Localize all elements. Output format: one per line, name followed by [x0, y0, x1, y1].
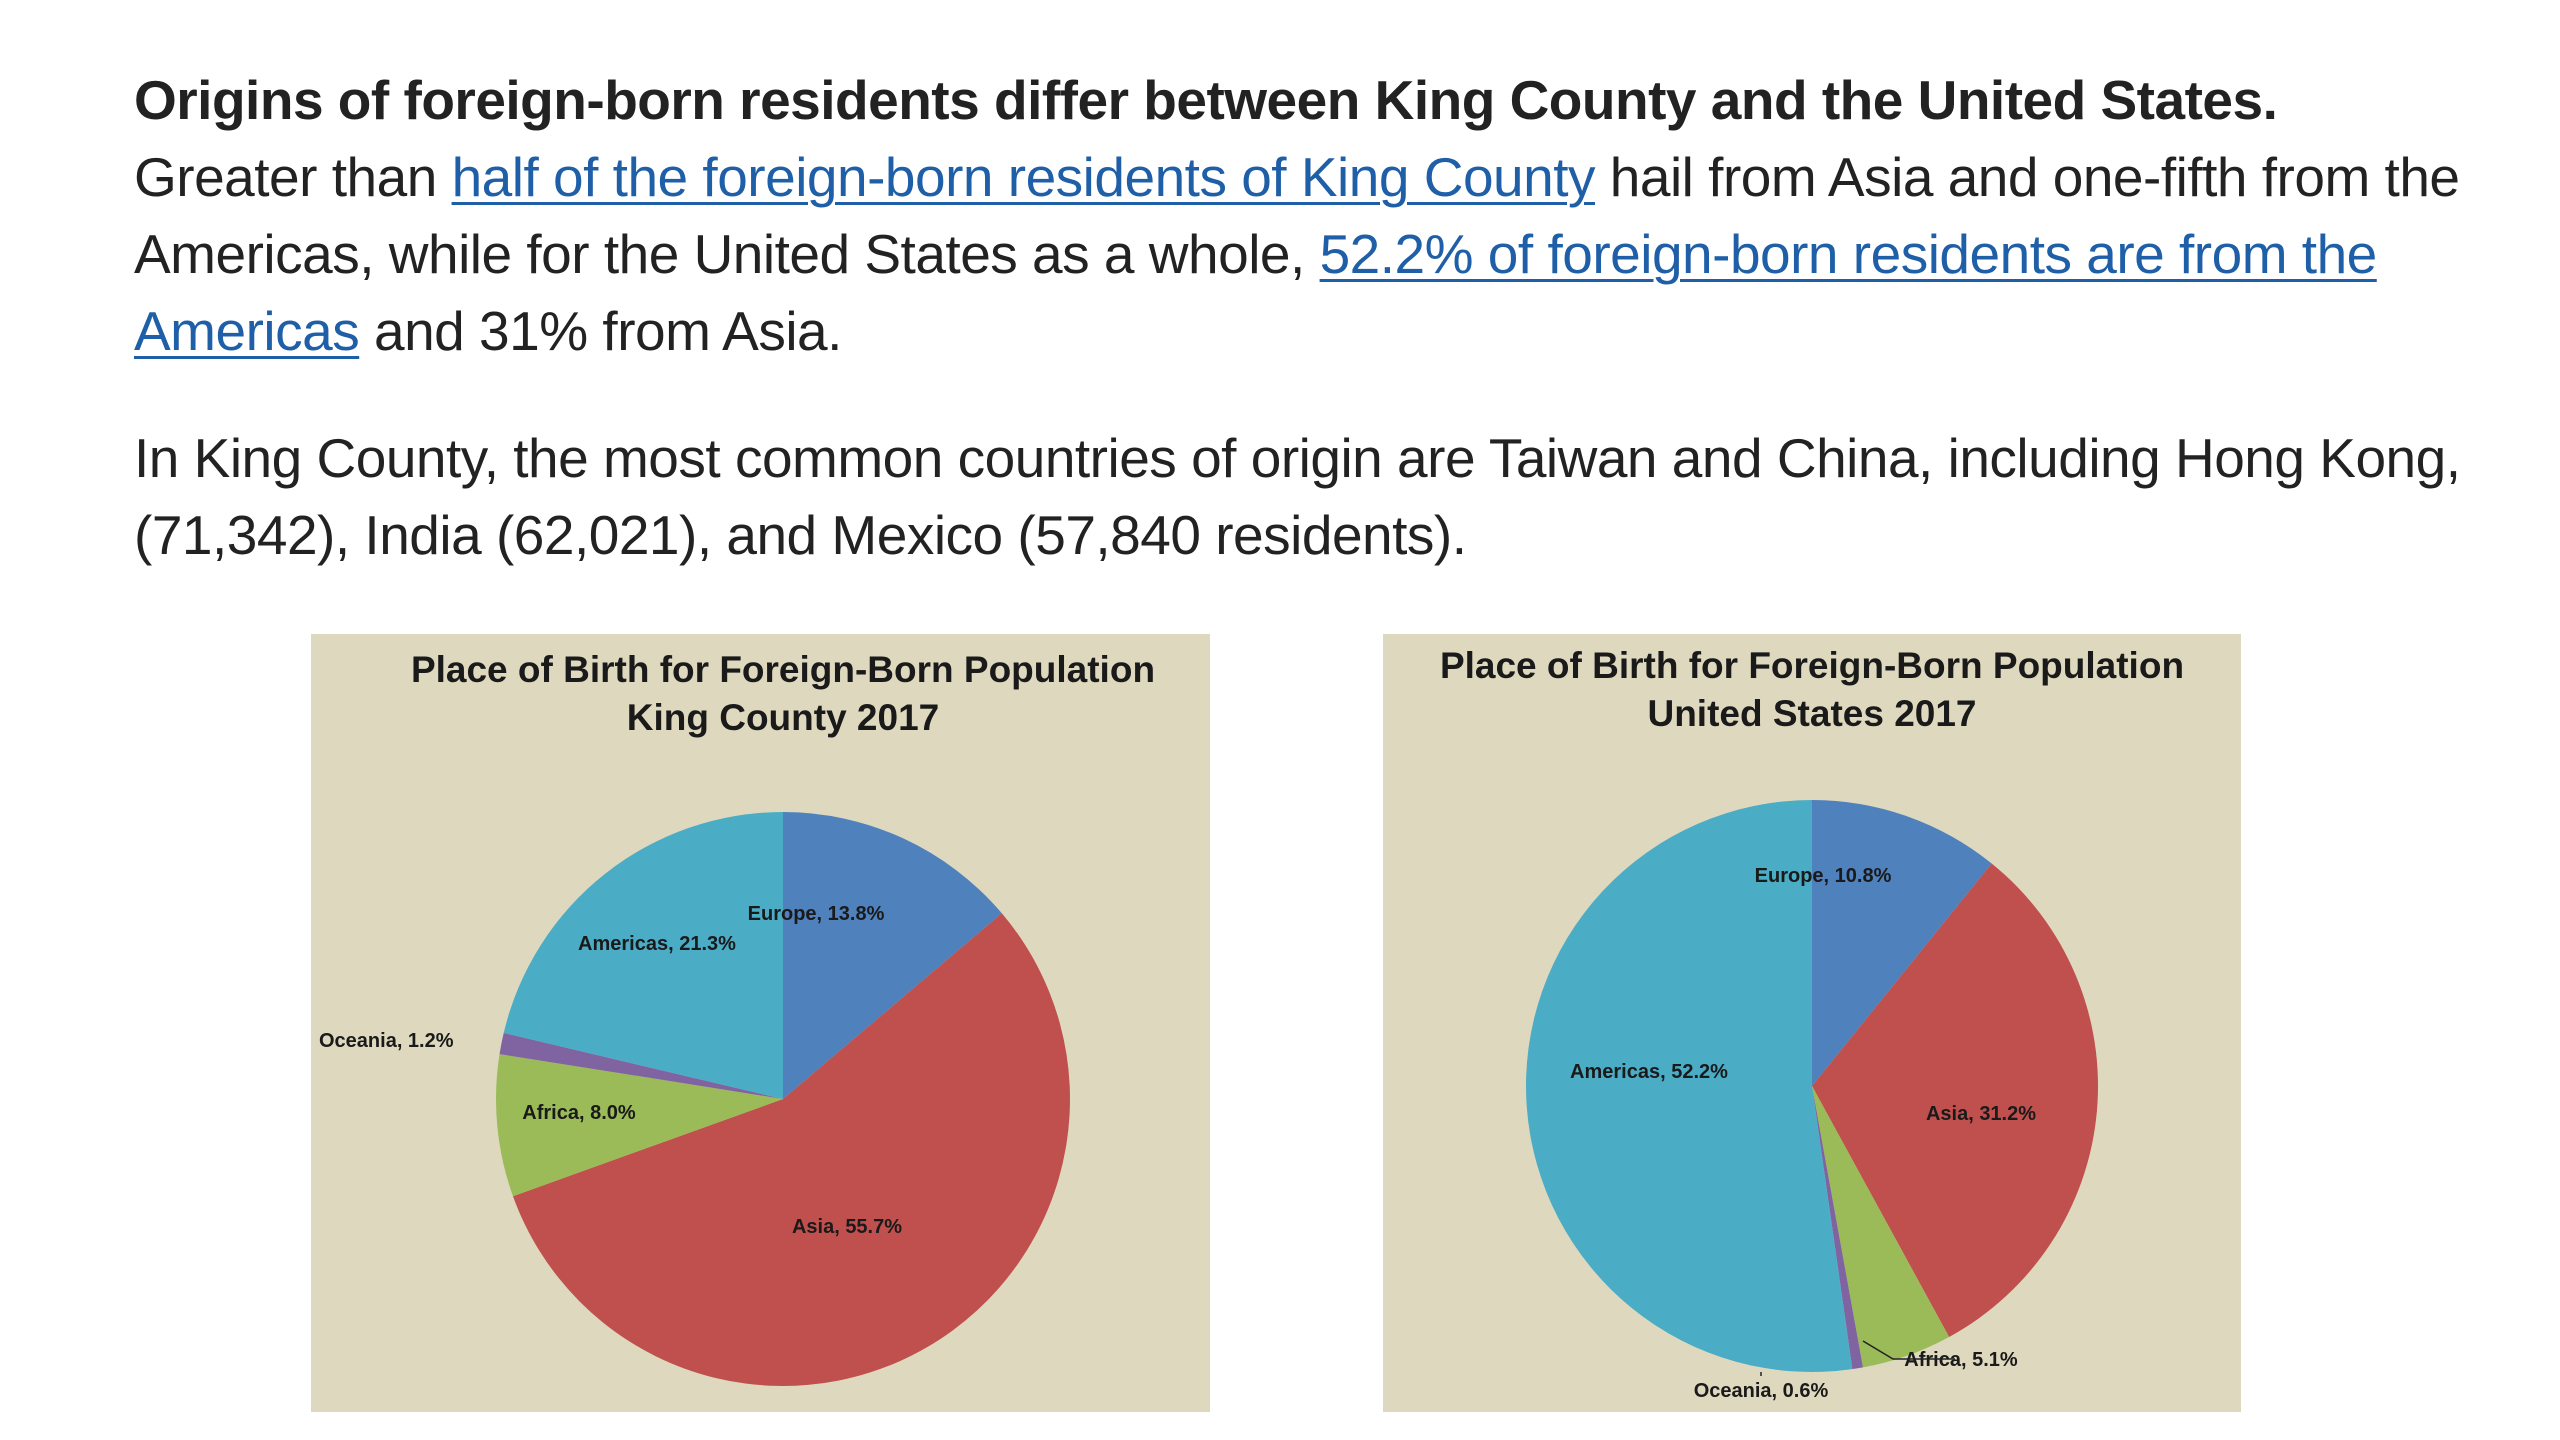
data-label-asia: Asia, 31.2% [1926, 1103, 2036, 1125]
data-label-europe: Europe, 13.8% [748, 903, 885, 925]
pie-slice-oceania [499, 1032, 783, 1099]
pie-labels: Europe, 10.8% Asia, 31.2% Africa, 5.1% Ocea… [1570, 865, 2036, 1402]
data-label-europe: Europe, 10.8% [1755, 865, 1892, 887]
chart-king-county: Place of Birth for Foreign-Born Populati… [311, 634, 1210, 1412]
data-label-asia: Asia, 55.7% [792, 1216, 902, 1238]
paragraph-text: hail from Asia and one-fifth from the Am… [134, 146, 2460, 285]
pie-slice-europe [783, 812, 1002, 1099]
paragraph-countries: In King County, the most common countrie… [134, 427, 2461, 566]
pie-slices [1525, 800, 2099, 1372]
pie-slice-africa [495, 1054, 783, 1197]
paragraph-text: Greater than [134, 146, 437, 208]
pie-slice-americas [1525, 800, 1853, 1372]
data-label-oceania: Oceania, 0.6% [1694, 1380, 1829, 1402]
pie-slice-europe [1812, 800, 1992, 1086]
pie-slice-asia [512, 913, 1071, 1386]
paragraph-text: and 31% from Asia. [374, 300, 842, 362]
pie-slice-asia [1812, 863, 2099, 1337]
link-king-county-half[interactable]: half of the foreign-born residents of Ki… [451, 146, 1596, 208]
pie-chart-united-states: Place of Birth for Foreign-Born Populati… [1440, 645, 2184, 1402]
data-label-africa: Africa, 5.1% [1904, 1349, 2018, 1371]
pie-labels: Europe, 13.8% Asia, 55.7% Africa, 8.0% Ocea… [319, 903, 902, 1238]
data-label-oceania: Oceania, 1.2% [319, 1030, 454, 1052]
data-label-americas: Americas, 52.2% [1570, 1061, 1728, 1083]
data-label-africa: Africa, 8.0% [522, 1102, 636, 1124]
link-us-americas[interactable]: 52.2% of foreign-born residents are from… [134, 223, 2377, 362]
pie-chart-king-county: Place of Birth for Foreign-Born Populati… [319, 649, 1155, 1386]
chart-title-line-1: Place of Birth for Foreign-Born Populati… [411, 649, 1155, 690]
leader-line-africa [1862, 1340, 1955, 1360]
chart-title-line-2: United States 2017 [1647, 693, 1976, 734]
pie-slice-oceania [1812, 1086, 1863, 1370]
pie-slices [495, 812, 1071, 1386]
pie-slice-americas [503, 812, 783, 1099]
chart-united-states: Place of Birth for Foreign-Born Populati… [1383, 634, 2241, 1412]
lead-sentence: Origins of foreign-born residents differ… [134, 69, 2278, 131]
article-text: Origins of foreign-born residents differ… [134, 62, 2494, 574]
paragraph-origins: Origins of foreign-born residents differ… [134, 62, 2494, 370]
chart-title-line-2: King County 2017 [627, 697, 940, 738]
chart-title-line-1: Place of Birth for Foreign-Born Populati… [1440, 645, 2184, 686]
data-label-americas: Americas, 21.3% [578, 933, 736, 955]
pie-slice-africa [1812, 1086, 1950, 1368]
